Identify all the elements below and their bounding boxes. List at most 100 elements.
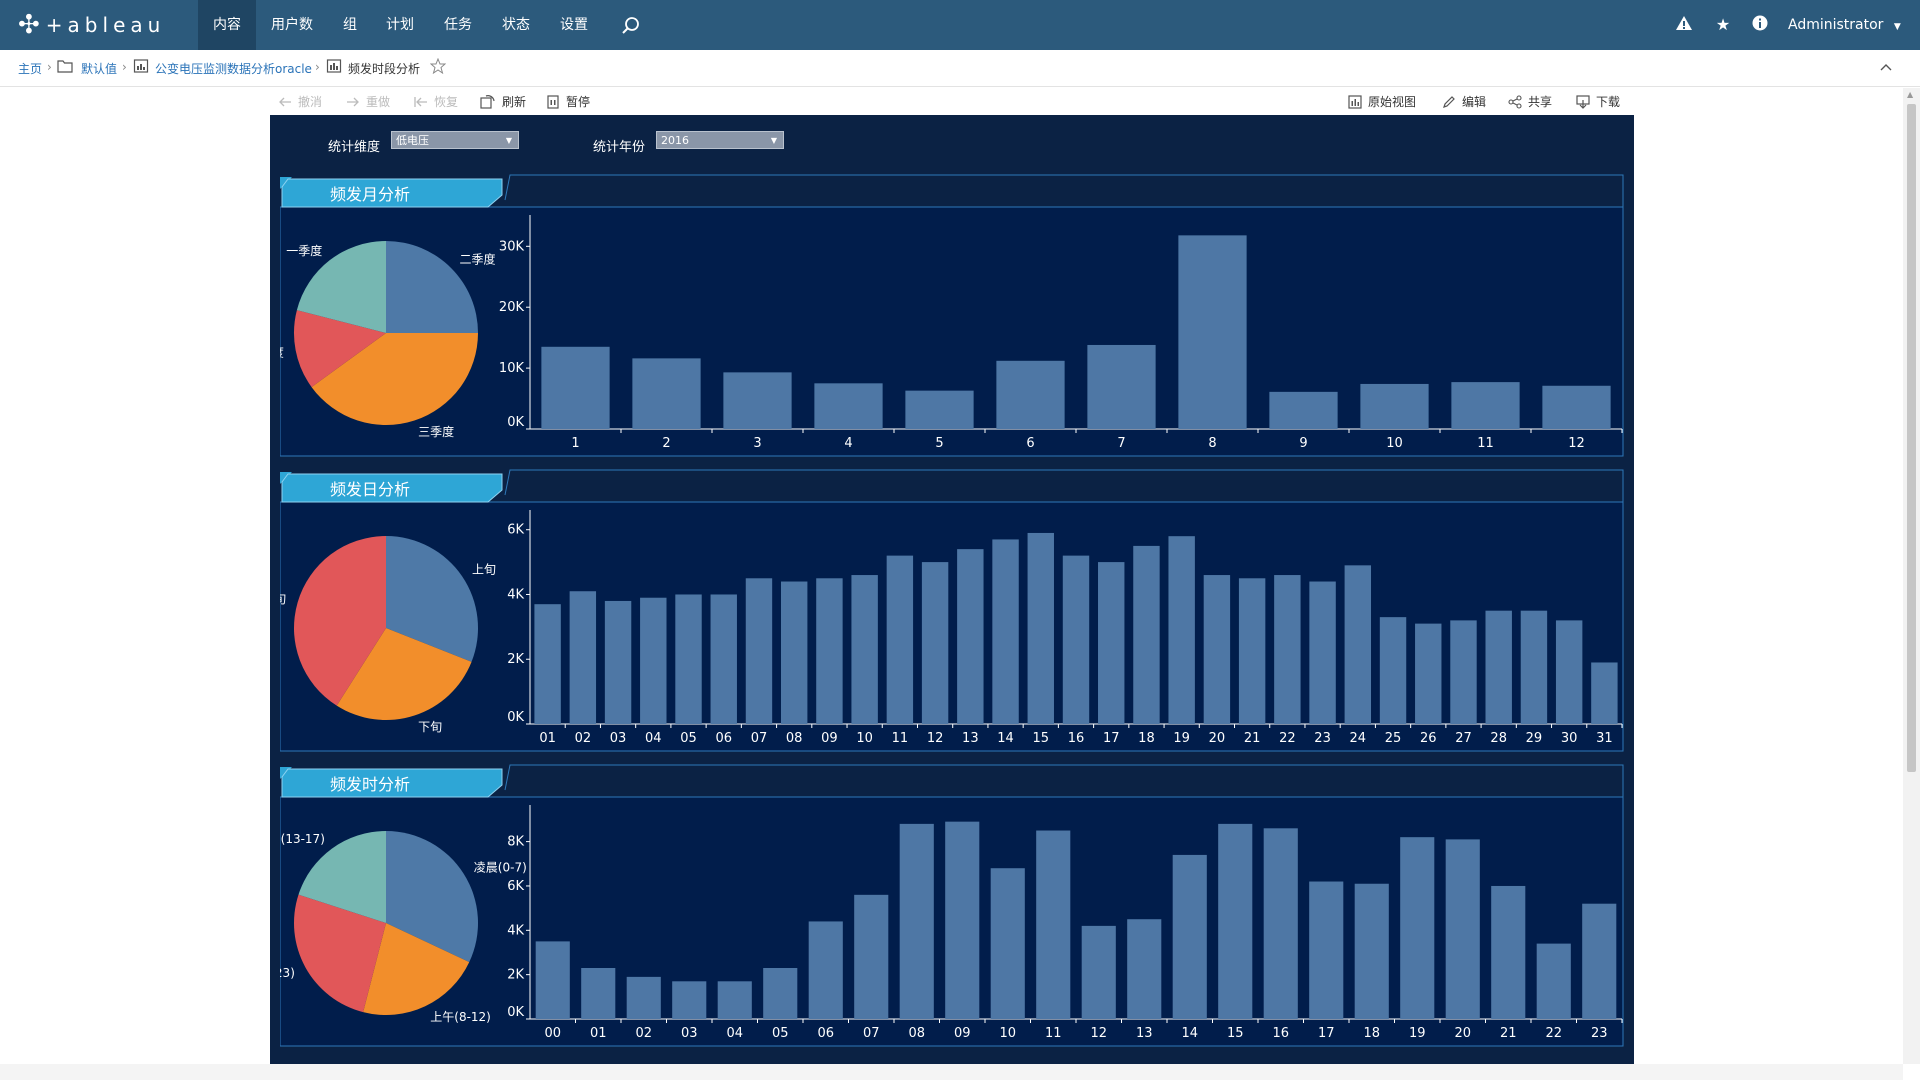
bar[interactable] [745, 578, 773, 724]
dimension-filter-select[interactable]: 低电压 ▼ [391, 131, 519, 149]
bar[interactable] [851, 575, 878, 724]
bar[interactable] [717, 981, 752, 1019]
nav-content[interactable]: 内容 [198, 0, 256, 50]
bar[interactable] [1081, 925, 1116, 1019]
pie-slice[interactable] [294, 894, 386, 1013]
pie-slice[interactable] [363, 923, 470, 1015]
bar[interactable] [992, 539, 1019, 724]
pie-slice[interactable] [296, 241, 386, 333]
nav-tasks[interactable]: 任务 [444, 17, 472, 33]
refresh-button[interactable]: 刷新 [480, 93, 526, 110]
bar[interactable] [1445, 839, 1480, 1019]
user-menu[interactable]: Administrator ▼ [1788, 0, 1901, 50]
bar[interactable] [1062, 555, 1090, 724]
bar[interactable] [1309, 581, 1336, 724]
nav-groups[interactable]: 组 [343, 17, 357, 33]
bar[interactable] [945, 821, 980, 1019]
bar[interactable] [1591, 662, 1618, 724]
scroll-up-arrow-icon[interactable]: ▲ [1907, 90, 1914, 99]
bar[interactable] [723, 372, 792, 429]
bar[interactable] [1536, 943, 1571, 1019]
nav-status[interactable]: 状态 [502, 17, 530, 33]
breadcrumb-workbook[interactable]: 公变电压监测数据分析oracle [155, 62, 312, 76]
redo-button[interactable]: 重做 [346, 93, 390, 110]
breadcrumb-home[interactable]: 主页 [18, 62, 43, 76]
favorites-star-icon[interactable]: ★ [1715, 15, 1731, 34]
bar[interactable] [1127, 919, 1162, 1019]
bar[interactable] [1274, 575, 1301, 724]
bar[interactable] [1379, 617, 1407, 724]
bar[interactable] [1218, 823, 1253, 1019]
bar[interactable] [1269, 391, 1338, 429]
nav-schedules[interactable]: 计划 [386, 17, 414, 33]
bar[interactable] [990, 868, 1025, 1019]
bar[interactable] [1360, 383, 1429, 429]
bar[interactable] [921, 562, 949, 724]
bar[interactable] [1172, 854, 1207, 1019]
bar[interactable] [763, 968, 798, 1019]
bar[interactable] [1491, 885, 1526, 1019]
bar[interactable] [534, 604, 561, 724]
revert-button[interactable]: 恢复 [414, 93, 458, 110]
bar[interactable] [675, 594, 702, 724]
bar[interactable] [1036, 830, 1071, 1019]
original-view-button[interactable]: 原始视图 [1348, 93, 1416, 110]
bar[interactable] [640, 597, 667, 724]
favorite-star-outline-icon[interactable] [429, 57, 447, 75]
pie-slice[interactable] [294, 536, 386, 706]
bar[interactable] [814, 383, 883, 429]
breadcrumb-project[interactable]: 默认值 [81, 62, 118, 76]
scrollbar-thumb[interactable] [1907, 104, 1916, 772]
bar[interactable] [1027, 532, 1054, 724]
bar[interactable] [541, 346, 610, 429]
bar[interactable] [632, 358, 701, 429]
edit-button[interactable]: 编辑 [1442, 93, 1486, 110]
info-icon[interactable] [1750, 14, 1770, 36]
pie-slice[interactable] [386, 536, 478, 662]
share-button[interactable]: 共享 [1508, 93, 1552, 110]
bar[interactable] [816, 578, 843, 724]
bar[interactable] [1400, 837, 1435, 1019]
bar[interactable] [1087, 344, 1156, 429]
bar[interactable] [1354, 883, 1389, 1019]
bar[interactable] [996, 360, 1065, 429]
search-icon[interactable] [620, 14, 642, 36]
bar[interactable] [808, 921, 843, 1019]
bar[interactable] [1263, 828, 1298, 1019]
pie-slice[interactable] [386, 241, 478, 333]
pause-button[interactable]: 暂停 [546, 93, 590, 110]
bar[interactable] [626, 976, 661, 1019]
bar[interactable] [1415, 623, 1442, 724]
bar[interactable] [1178, 235, 1247, 429]
bar[interactable] [535, 941, 570, 1019]
year-filter-select[interactable]: 2016 ▼ [656, 131, 784, 149]
bar[interactable] [1451, 382, 1520, 429]
pie-slice[interactable] [294, 310, 386, 388]
bar[interactable] [1485, 610, 1512, 724]
bar[interactable] [1582, 903, 1617, 1019]
bar[interactable] [604, 600, 632, 724]
bar[interactable] [710, 594, 737, 724]
bar[interactable] [1133, 545, 1160, 724]
bar[interactable] [905, 390, 974, 429]
bar[interactable] [1520, 610, 1548, 724]
bar[interactable] [672, 981, 707, 1019]
bar[interactable] [1168, 536, 1195, 724]
bar[interactable] [886, 555, 914, 724]
pie-slice[interactable] [298, 831, 386, 923]
pie-slice[interactable] [386, 831, 478, 963]
bar[interactable] [581, 968, 616, 1019]
bar[interactable] [1238, 578, 1266, 724]
bar[interactable] [780, 581, 808, 724]
bar[interactable] [1098, 562, 1125, 724]
nav-users[interactable]: 用户数 [271, 17, 313, 33]
bar[interactable] [854, 894, 889, 1019]
alert-icon[interactable] [1674, 14, 1694, 36]
bar[interactable] [899, 823, 934, 1019]
nav-settings[interactable]: 设置 [560, 17, 588, 33]
bar[interactable] [1450, 620, 1477, 724]
vertical-scrollbar[interactable]: ▲ [1903, 88, 1920, 1064]
collapse-chevron-up-icon[interactable] [1878, 60, 1894, 74]
bar[interactable] [569, 591, 597, 724]
bar[interactable] [1203, 575, 1231, 724]
